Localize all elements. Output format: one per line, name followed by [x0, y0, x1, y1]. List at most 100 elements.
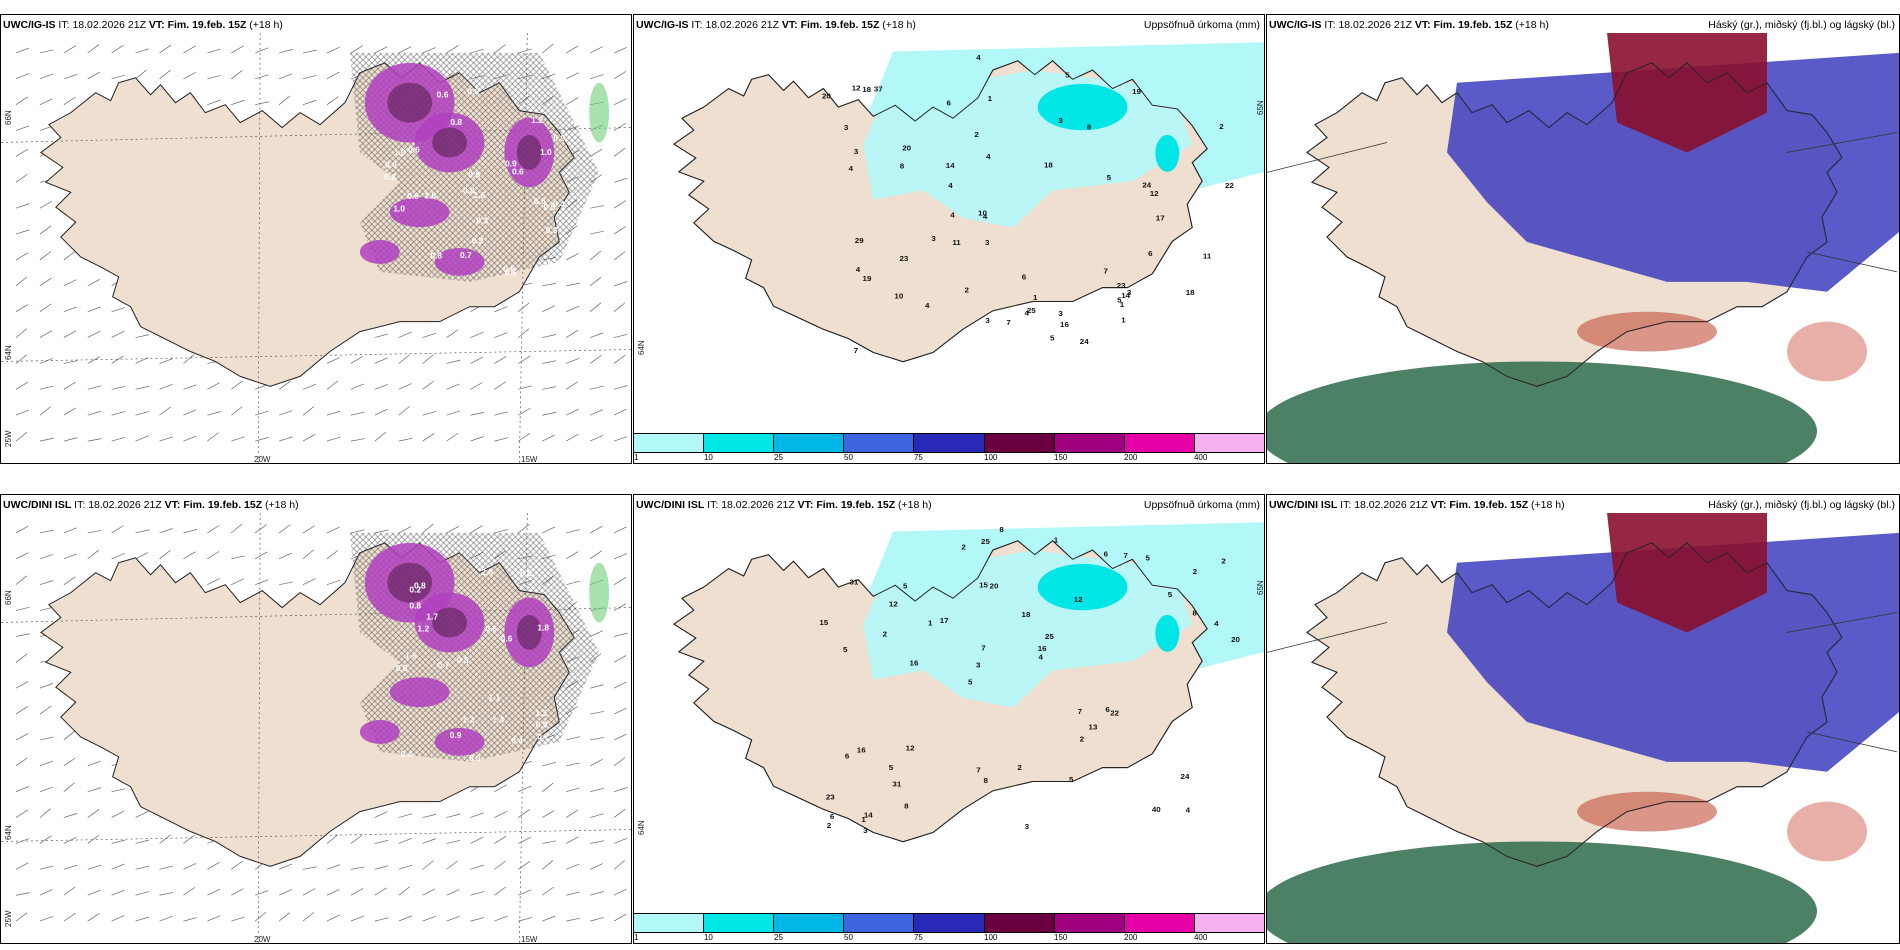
- wind-barb: [422, 332, 437, 338]
- wind-barb: [15, 409, 30, 416]
- wind-barb: [566, 97, 579, 105]
- wind-barb: [111, 915, 125, 922]
- precip-value: 1: [1033, 293, 1038, 302]
- wind-barb: [111, 44, 124, 54]
- precip-value: 2: [961, 543, 965, 552]
- wind-barb: [231, 99, 245, 105]
- wind-barb: [326, 864, 341, 870]
- wind-barb: [518, 836, 531, 844]
- wind-value: 0.6: [520, 568, 532, 578]
- wind-barb: [590, 711, 604, 715]
- precip-value: 14: [946, 161, 956, 170]
- wind-barb: [446, 45, 459, 54]
- wind-blob: [434, 728, 485, 756]
- wind-barb: [590, 917, 604, 922]
- wind-barb: [350, 411, 365, 416]
- wind-barb: [542, 840, 557, 844]
- wind-barb: [590, 385, 604, 390]
- wind-barb: [207, 48, 221, 54]
- precip-area-mid: [1155, 614, 1180, 652]
- wind-barb: [326, 436, 341, 442]
- wind-barb: [207, 862, 220, 870]
- wind-barb: [518, 433, 531, 442]
- precip-map: 4 5 2 5 12 14 15 18 16 17 23 31 20 25 22 31 25 20 7 8 3 7 7 5 6 1…: [634, 513, 1264, 913]
- wind-value: 0.3: [469, 753, 481, 763]
- precip-value: 3: [863, 826, 867, 835]
- precip-value: 5: [968, 678, 973, 687]
- colorbar-swatch: [1124, 914, 1195, 932]
- wind-barb: [63, 360, 78, 364]
- it-label: IT:: [1324, 19, 1336, 31]
- precip-value: 5: [1146, 554, 1151, 563]
- wind-barb: [207, 382, 220, 390]
- wind-barb: [87, 438, 102, 442]
- wind-barb: [542, 334, 556, 338]
- colorbar-swatch: [844, 914, 915, 932]
- wind-map: 0.3 0.6 1.2 1.0 0.8 0.6 0.9 0.9 1.6 0.7 0.6 0.9 0.6 0…: [1, 33, 631, 463]
- precip-value: 5: [1069, 775, 1074, 784]
- colorbar-tick-label: 10: [703, 453, 713, 462]
- wind-barb: [518, 48, 532, 54]
- wind-barb: [255, 437, 269, 442]
- precip-title: Uppsöfnuð úrkoma (mm): [1143, 499, 1260, 511]
- wind-barb: [613, 147, 626, 157]
- lat-label-66: 66N: [4, 590, 13, 605]
- model-name: UWC/IG-IS: [1269, 19, 1322, 31]
- wind-barb: [589, 435, 604, 442]
- lead-time: (+18 h): [1531, 499, 1565, 511]
- precip-value: 3: [1058, 116, 1062, 125]
- wind-blob: [434, 248, 485, 276]
- precip-value: 11: [952, 238, 961, 247]
- wind-barb: [374, 887, 387, 896]
- wind-blob: [359, 240, 400, 264]
- colorbar-tick-label: 50: [844, 933, 853, 942]
- precip-colorbar: [634, 433, 1264, 453]
- wind-barb: [470, 812, 484, 818]
- wind-barb: [87, 356, 101, 364]
- wind-value: 0.3: [546, 225, 558, 235]
- wind-barb: [613, 98, 627, 105]
- wind-barb: [278, 863, 293, 870]
- wind-value: 0.8: [430, 250, 442, 260]
- precip-value: 3: [844, 123, 848, 132]
- wind-barb: [87, 760, 102, 767]
- wind-barb: [422, 354, 434, 364]
- wind-barb: [39, 73, 54, 80]
- lead-time: (+18 h): [249, 19, 283, 31]
- wind-core: [432, 127, 468, 158]
- longitude-line: [257, 33, 261, 463]
- colorbar-swatch: [704, 914, 775, 932]
- precip-value: 16: [857, 746, 866, 755]
- wind-barb: [39, 49, 54, 54]
- wind-barb: [302, 912, 315, 922]
- precip-value: 2: [1193, 567, 1197, 576]
- wind-value: 0.6: [485, 623, 497, 633]
- wind-barb: [111, 553, 125, 560]
- lat-label-65: 65N: [1256, 100, 1265, 115]
- cloud-map: [1267, 513, 1899, 943]
- wind-value: 0.8: [396, 663, 408, 673]
- wind-barb: [613, 122, 627, 131]
- colorbar-swatch: [1054, 434, 1125, 452]
- wind-barb: [183, 529, 198, 534]
- wind-barb: [422, 411, 437, 416]
- wind-barb: [398, 864, 413, 870]
- precip-value: 2: [1219, 122, 1223, 131]
- lon-label-20w: 20W: [254, 455, 271, 464]
- wind-barb: [470, 436, 484, 442]
- model-name: UWC/DINI ISL: [1269, 499, 1338, 511]
- high-cloud-area: [1607, 513, 1767, 633]
- wind-barb: [15, 354, 28, 364]
- wind-value: 1.7: [426, 611, 438, 621]
- precip-value: 5: [903, 582, 908, 591]
- wind-barb: [255, 890, 269, 896]
- wind-barb: [613, 837, 628, 844]
- wind-barb: [302, 578, 316, 585]
- wind-barb: [422, 813, 437, 818]
- precip-value: 1: [928, 619, 933, 628]
- wind-barb: [15, 304, 29, 313]
- coastline: [1306, 542, 1843, 867]
- wind-barb: [278, 380, 291, 390]
- wind-barb: [135, 435, 149, 442]
- wind-barb: [398, 886, 411, 896]
